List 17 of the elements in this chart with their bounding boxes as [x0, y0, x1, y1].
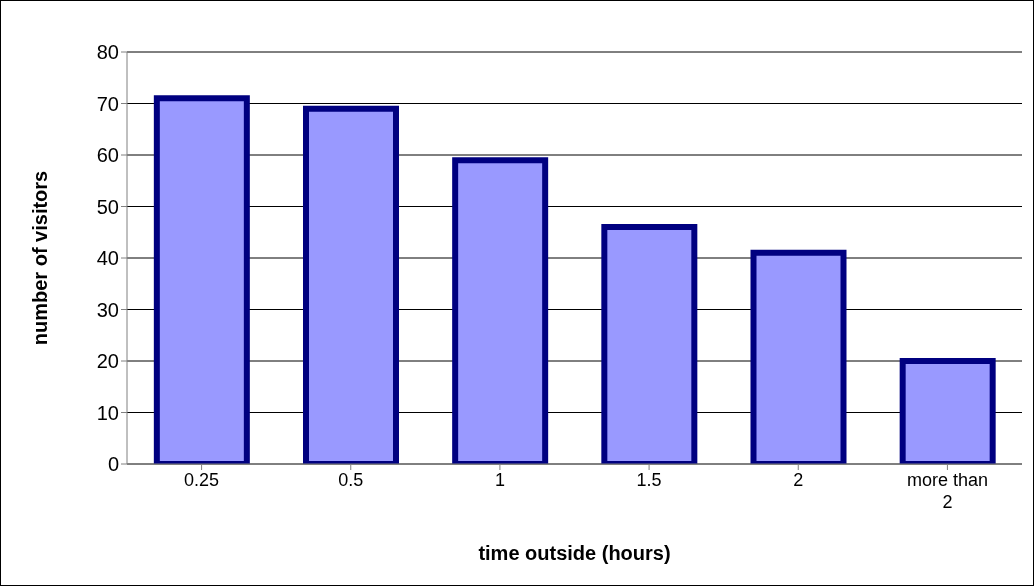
y-tick-label: 70: [96, 92, 119, 115]
y-tick-label: 20: [96, 350, 119, 373]
x-tick-label: 0.25: [184, 470, 220, 490]
y-axis-title: number of visitors: [29, 170, 52, 346]
y-tick-label: 30: [96, 298, 119, 321]
y-tick-label: 50: [96, 195, 119, 218]
y-tick-label: 0: [107, 453, 119, 476]
x-tick-label: more than 2: [906, 470, 988, 512]
x-tick-label: 0.5: [338, 470, 364, 490]
x-axis-title: time outside (hours): [478, 542, 671, 564]
y-tick-label: 40: [96, 247, 119, 270]
y-tick-label: 60: [96, 144, 119, 167]
x-tick-label: 2: [793, 470, 804, 490]
x-tick-label: 1.5: [636, 470, 662, 490]
x-tick-label: 1: [494, 470, 505, 490]
y-tick-label: 80: [96, 41, 119, 64]
y-tick-label: 10: [96, 401, 119, 424]
